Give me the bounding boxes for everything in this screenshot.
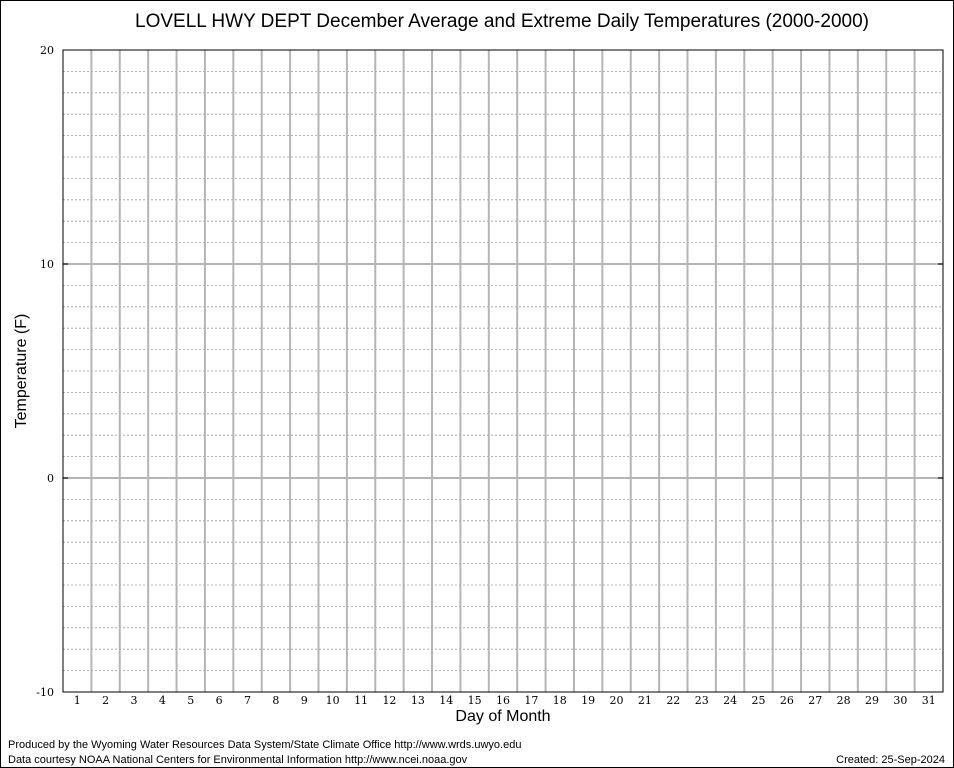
y-axis-label: Temperature (F) <box>13 314 30 429</box>
x-tick-label: 25 <box>751 694 765 707</box>
x-tick-label: 17 <box>524 694 538 707</box>
x-tick-label: 14 <box>439 694 453 707</box>
footer-created-date: Created: 25-Sep-2024 <box>836 754 945 766</box>
footer-data-courtesy: Data courtesy NOAA National Centers for … <box>8 754 468 766</box>
x-tick-label: 4 <box>159 694 166 707</box>
x-tick-label: 24 <box>723 694 737 707</box>
x-tick-label: 11 <box>354 694 368 707</box>
x-tick-label: 10 <box>326 694 340 707</box>
x-tick-label: 2 <box>102 694 109 707</box>
x-axis-ticks: 1 2 3 4 5 6 7 8 9 10 11 12 13 14 15 16 17 18 19 20 21 22 23 24 2… <box>74 694 936 707</box>
y-axis-ticks: 20 10 0 -10 <box>36 44 943 699</box>
x-tick-label: 23 <box>695 694 709 707</box>
x-tick-label: 27 <box>808 694 822 707</box>
x-tick-label: 3 <box>130 694 137 707</box>
x-tick-label: 28 <box>837 694 851 707</box>
x-tick-label: 21 <box>638 694 652 707</box>
x-tick-label: 30 <box>893 694 907 707</box>
x-tick-label: 20 <box>610 694 624 707</box>
x-tick-label: 15 <box>468 694 482 707</box>
x-tick-label: 19 <box>581 694 595 707</box>
x-tick-label: 13 <box>411 694 425 707</box>
x-tick-label: 31 <box>922 694 936 707</box>
x-tick-label: 8 <box>272 694 279 707</box>
x-tick-label: 5 <box>187 694 194 707</box>
x-tick-label: 22 <box>666 694 680 707</box>
x-tick-label: 18 <box>553 694 567 707</box>
plot-area-border <box>62 49 944 693</box>
x-tick-label: 12 <box>382 694 396 707</box>
y-tick-label: 10 <box>40 258 54 271</box>
x-tick-label: 6 <box>216 694 223 707</box>
x-tick-label: 1 <box>74 694 81 707</box>
chart-title: LOVELL HWY DEPT December Average and Ext… <box>135 11 869 32</box>
y-tick-label: 20 <box>40 44 54 57</box>
x-tick-label: 16 <box>496 694 510 707</box>
x-tick-label: 9 <box>301 694 308 707</box>
footer-produced-by: Produced by the Wyoming Water Resources … <box>8 739 521 751</box>
x-tick-label: 7 <box>244 694 251 707</box>
grid <box>63 50 943 692</box>
y-tick-label: -10 <box>36 686 54 699</box>
x-axis-label: Day of Month <box>455 708 550 725</box>
x-tick-label: 29 <box>865 694 879 707</box>
y-tick-label: 0 <box>47 472 54 485</box>
x-tick-label: 26 <box>780 694 794 707</box>
